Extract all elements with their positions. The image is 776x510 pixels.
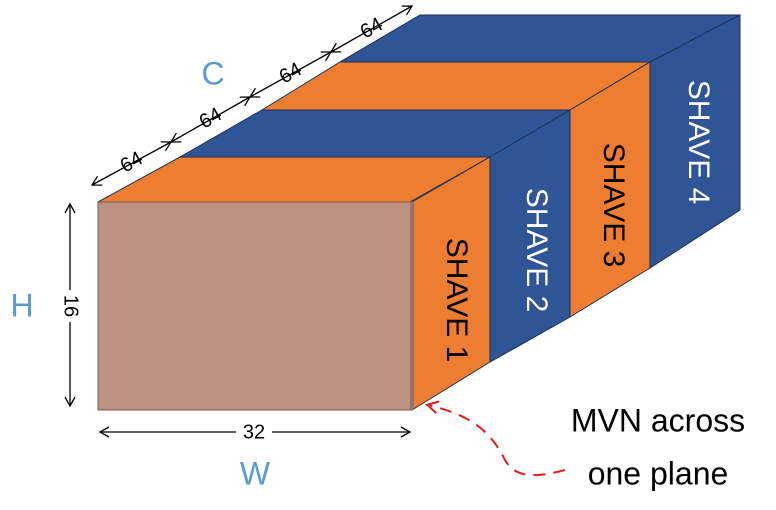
- width-axis-label: W: [240, 455, 271, 491]
- shave-4-label: SHAVE 4: [682, 80, 715, 205]
- height-axis-label: H: [10, 287, 33, 323]
- annotation-arrow: [428, 405, 566, 477]
- channel-arrow-1: [90, 141, 173, 186]
- annotation-line-1: MVN across: [571, 402, 745, 438]
- front-face: [97, 201, 413, 411]
- width-value: 32: [243, 421, 265, 443]
- shave-3-label: SHAVE 3: [597, 143, 630, 268]
- channel-segment-2: 64: [196, 103, 226, 133]
- annotation-line-2: one plane: [588, 455, 729, 491]
- channel-segment-1: 64: [117, 147, 147, 177]
- shave-1-label: SHAVE 1: [440, 238, 473, 363]
- height-value: 16: [60, 295, 82, 317]
- channel-axis-label: C: [201, 55, 224, 91]
- front-face-edge: [410, 202, 414, 410]
- height-value-bg: [58, 290, 82, 322]
- shave-2-label: SHAVE 2: [520, 188, 553, 313]
- channel-arrow-3: [248, 51, 333, 98]
- channel-arrow-2: [169, 96, 252, 143]
- channel-arrow-4: [329, 5, 414, 53]
- width-value-bg: [236, 421, 272, 443]
- channel-segment-3: 64: [276, 58, 306, 88]
